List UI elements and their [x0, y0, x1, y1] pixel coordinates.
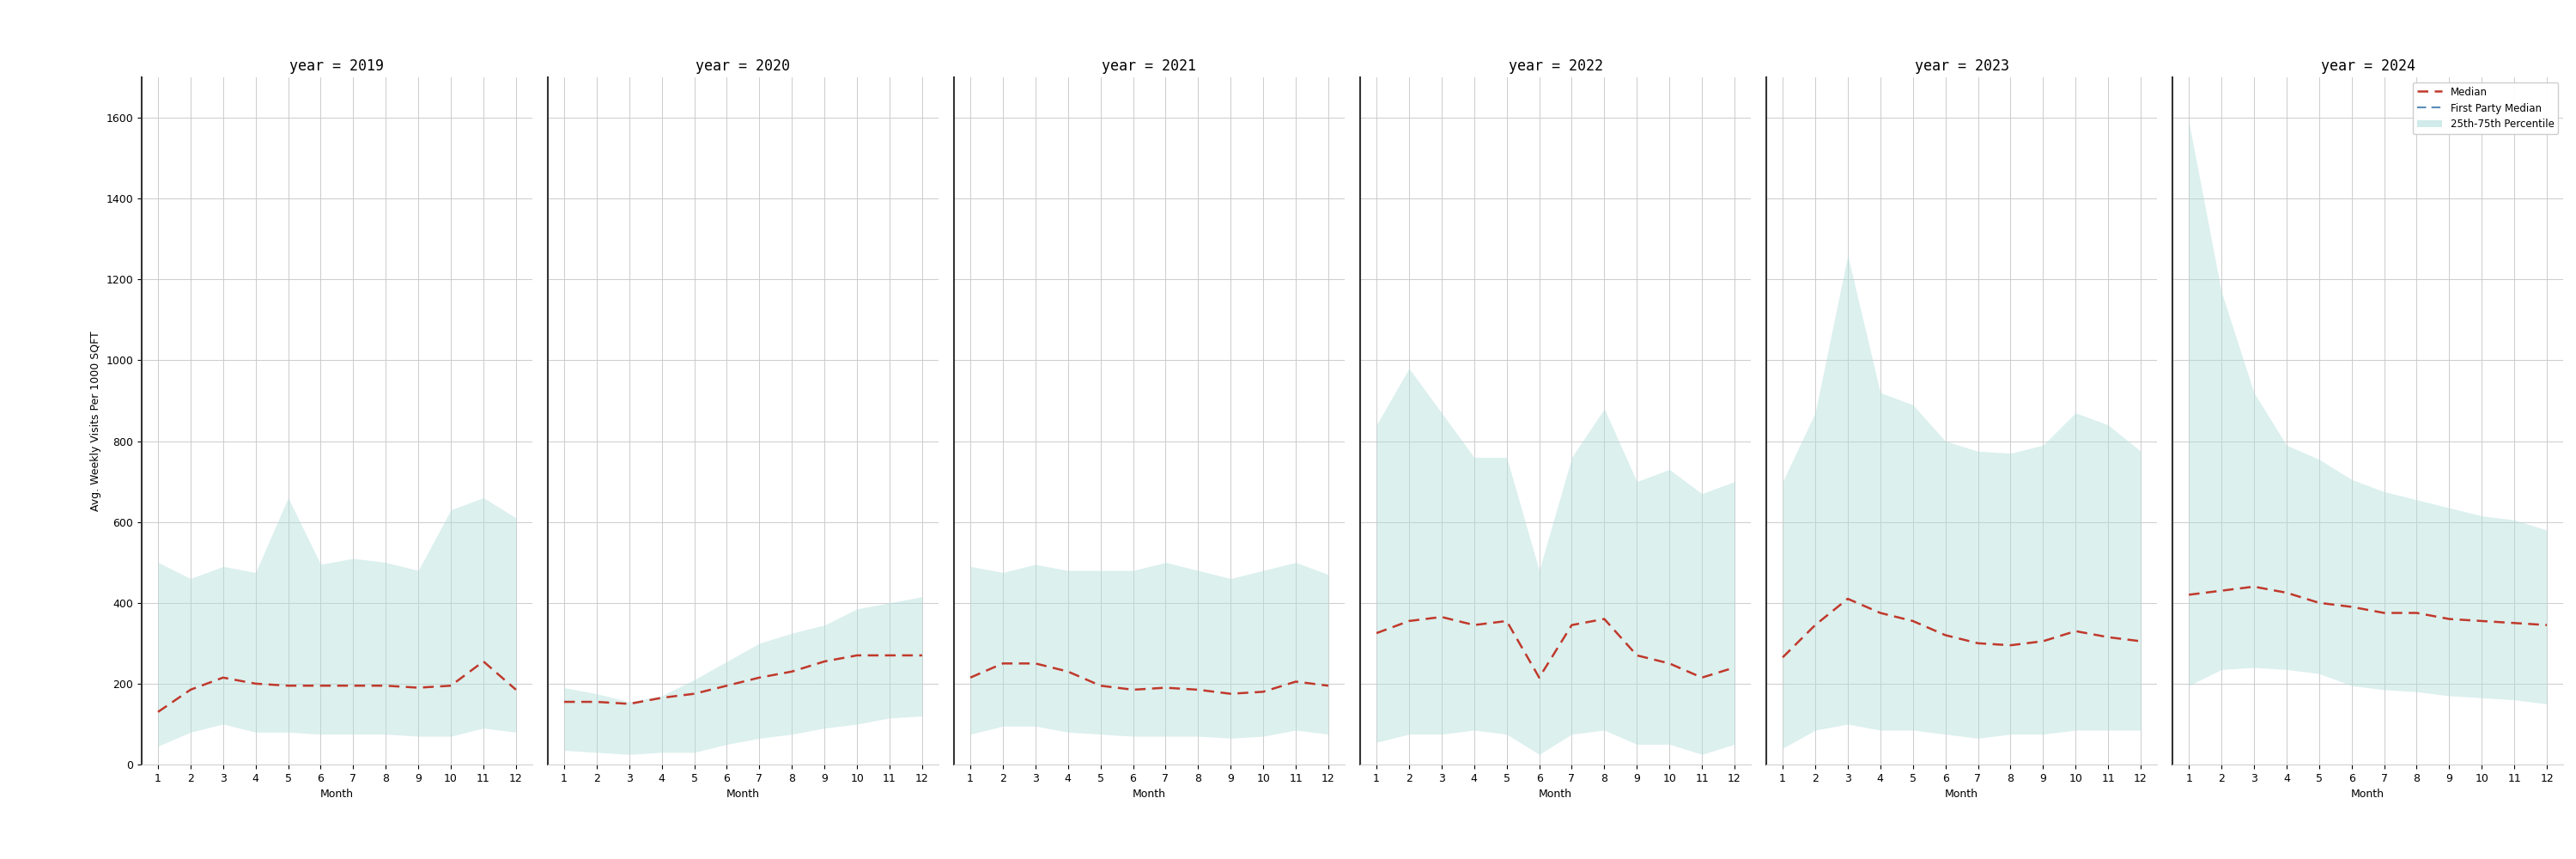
- X-axis label: Month: Month: [1945, 789, 1978, 800]
- Title: year = 2022: year = 2022: [1510, 58, 1602, 74]
- Title: year = 2023: year = 2023: [1914, 58, 2009, 74]
- Title: year = 2021: year = 2021: [1103, 58, 1195, 74]
- Y-axis label: Avg. Weekly Visits Per 1000 SQFT: Avg. Weekly Visits Per 1000 SQFT: [90, 331, 100, 511]
- X-axis label: Month: Month: [2352, 789, 2385, 800]
- X-axis label: Month: Month: [726, 789, 760, 800]
- Title: year = 2020: year = 2020: [696, 58, 791, 74]
- X-axis label: Month: Month: [319, 789, 353, 800]
- Title: year = 2019: year = 2019: [289, 58, 384, 74]
- Title: year = 2024: year = 2024: [2321, 58, 2416, 74]
- X-axis label: Month: Month: [1133, 789, 1167, 800]
- X-axis label: Month: Month: [1538, 789, 1571, 800]
- Legend: Median, First Party Median, 25th-75th Percentile: Median, First Party Median, 25th-75th Pe…: [2414, 82, 2558, 134]
